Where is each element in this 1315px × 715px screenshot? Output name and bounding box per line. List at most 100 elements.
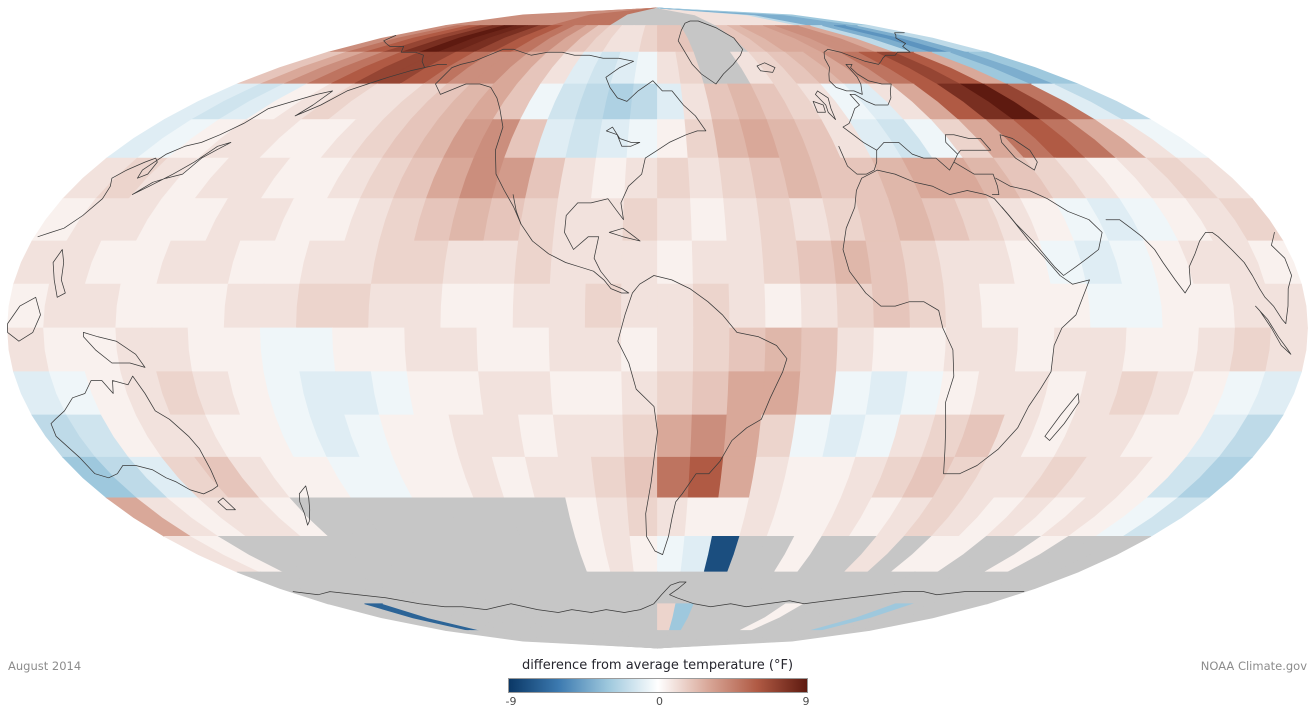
colorbar-max-label: 9	[802, 695, 810, 708]
grid-cell	[624, 456, 658, 499]
coastline-path	[812, 101, 826, 113]
grid-cell	[223, 327, 265, 373]
grid-cell	[476, 327, 515, 373]
grid-cell	[590, 456, 628, 499]
grid-cell	[595, 119, 631, 159]
grid-cell	[687, 157, 725, 200]
coastline-path	[815, 90, 836, 120]
grid-cell	[442, 371, 485, 416]
grid-cell	[728, 283, 767, 329]
grid-cell	[406, 240, 450, 285]
grid-cell	[629, 536, 658, 573]
grid-cell	[442, 240, 485, 285]
grid-cell	[332, 283, 372, 329]
grid-cell	[943, 283, 983, 329]
grid-cell	[587, 198, 625, 242]
grid-cell	[978, 327, 1020, 373]
grid-cell	[1229, 283, 1272, 329]
grid-cell	[726, 240, 766, 285]
coastline-path	[953, 161, 1000, 195]
grid-cell	[622, 414, 658, 458]
grid-cell	[476, 283, 515, 329]
grid-cell	[295, 283, 337, 329]
grid-cell	[657, 198, 693, 242]
grid-cell	[978, 283, 1020, 329]
colorbar	[507, 678, 808, 693]
colorbar-min-label: -9	[505, 695, 517, 708]
world-temperature-anomaly-map	[7, 7, 1308, 649]
coastline-path	[435, 48, 707, 294]
grid-cell	[549, 371, 589, 416]
grid-cell	[761, 240, 802, 285]
grid-cell	[657, 119, 689, 159]
grid-cell	[518, 414, 559, 458]
coastline-path	[876, 134, 992, 171]
grid-cell	[187, 283, 229, 329]
grid-cell	[943, 327, 983, 373]
grid-cell	[259, 327, 301, 373]
grid-cell	[626, 119, 658, 159]
grid-cell	[585, 240, 624, 285]
grid-cell	[800, 283, 839, 329]
grid-cell	[548, 283, 587, 329]
coastline-path	[677, 20, 743, 85]
grid-cell	[626, 497, 658, 537]
grid-cell	[835, 283, 875, 329]
grid-cell	[830, 240, 873, 285]
grid-cell	[513, 240, 554, 285]
grid-cell	[368, 327, 408, 373]
world-map-svg	[7, 7, 1308, 649]
grid-cell	[548, 327, 587, 373]
grid-cell	[723, 414, 763, 458]
grid-cell	[1050, 283, 1092, 329]
grid-cell	[595, 497, 631, 537]
coastline-path	[512, 194, 522, 225]
grid-cell	[800, 327, 839, 373]
grid-cell	[1193, 327, 1236, 373]
grid-cell	[1122, 327, 1164, 373]
coastline-path	[298, 485, 311, 526]
grid-cell	[151, 327, 193, 373]
grid-cell	[1193, 283, 1236, 329]
grid-cell	[690, 414, 728, 458]
grid-cell	[624, 157, 658, 200]
grid-cell	[726, 371, 766, 416]
grid-cell	[692, 283, 731, 329]
grid-cell	[723, 198, 763, 242]
coastline-path	[756, 62, 776, 73]
grid-cell	[404, 283, 444, 329]
grid-cell	[835, 327, 875, 373]
coastline-path	[1255, 305, 1292, 355]
colorbar-mid-label: 0	[655, 695, 663, 708]
grid-cell	[590, 157, 628, 200]
grid-cell	[691, 371, 730, 416]
grid-cell	[295, 327, 337, 373]
grid-cell	[7, 283, 50, 329]
coastline-path	[217, 497, 236, 511]
grid-cell	[657, 371, 694, 416]
grid-cell	[79, 283, 122, 329]
grid-cell	[1014, 327, 1056, 373]
grid-cell	[907, 327, 947, 373]
source-attribution-label: NOAA Climate.gov	[1200, 659, 1307, 673]
grid-cell	[657, 157, 691, 200]
grid-cell	[690, 198, 728, 242]
grid-cell	[629, 83, 658, 120]
coastline-path	[37, 64, 447, 238]
grid-cell	[1229, 327, 1272, 373]
grid-cell	[1265, 283, 1308, 329]
grid-cell	[259, 283, 301, 329]
grid-cell	[587, 414, 625, 458]
grid-cell	[761, 371, 802, 416]
grid-cell	[1122, 283, 1164, 329]
grid-cell	[657, 497, 689, 537]
coastline-path	[995, 177, 1103, 276]
grid-cell	[657, 456, 691, 499]
grid-cell	[764, 283, 803, 329]
grid-cell	[79, 327, 122, 373]
grid-cell	[1086, 327, 1128, 373]
grid-cell	[512, 283, 551, 329]
grid-cell	[512, 327, 551, 373]
grid-cell	[1157, 283, 1200, 329]
grid-cell	[440, 283, 480, 329]
